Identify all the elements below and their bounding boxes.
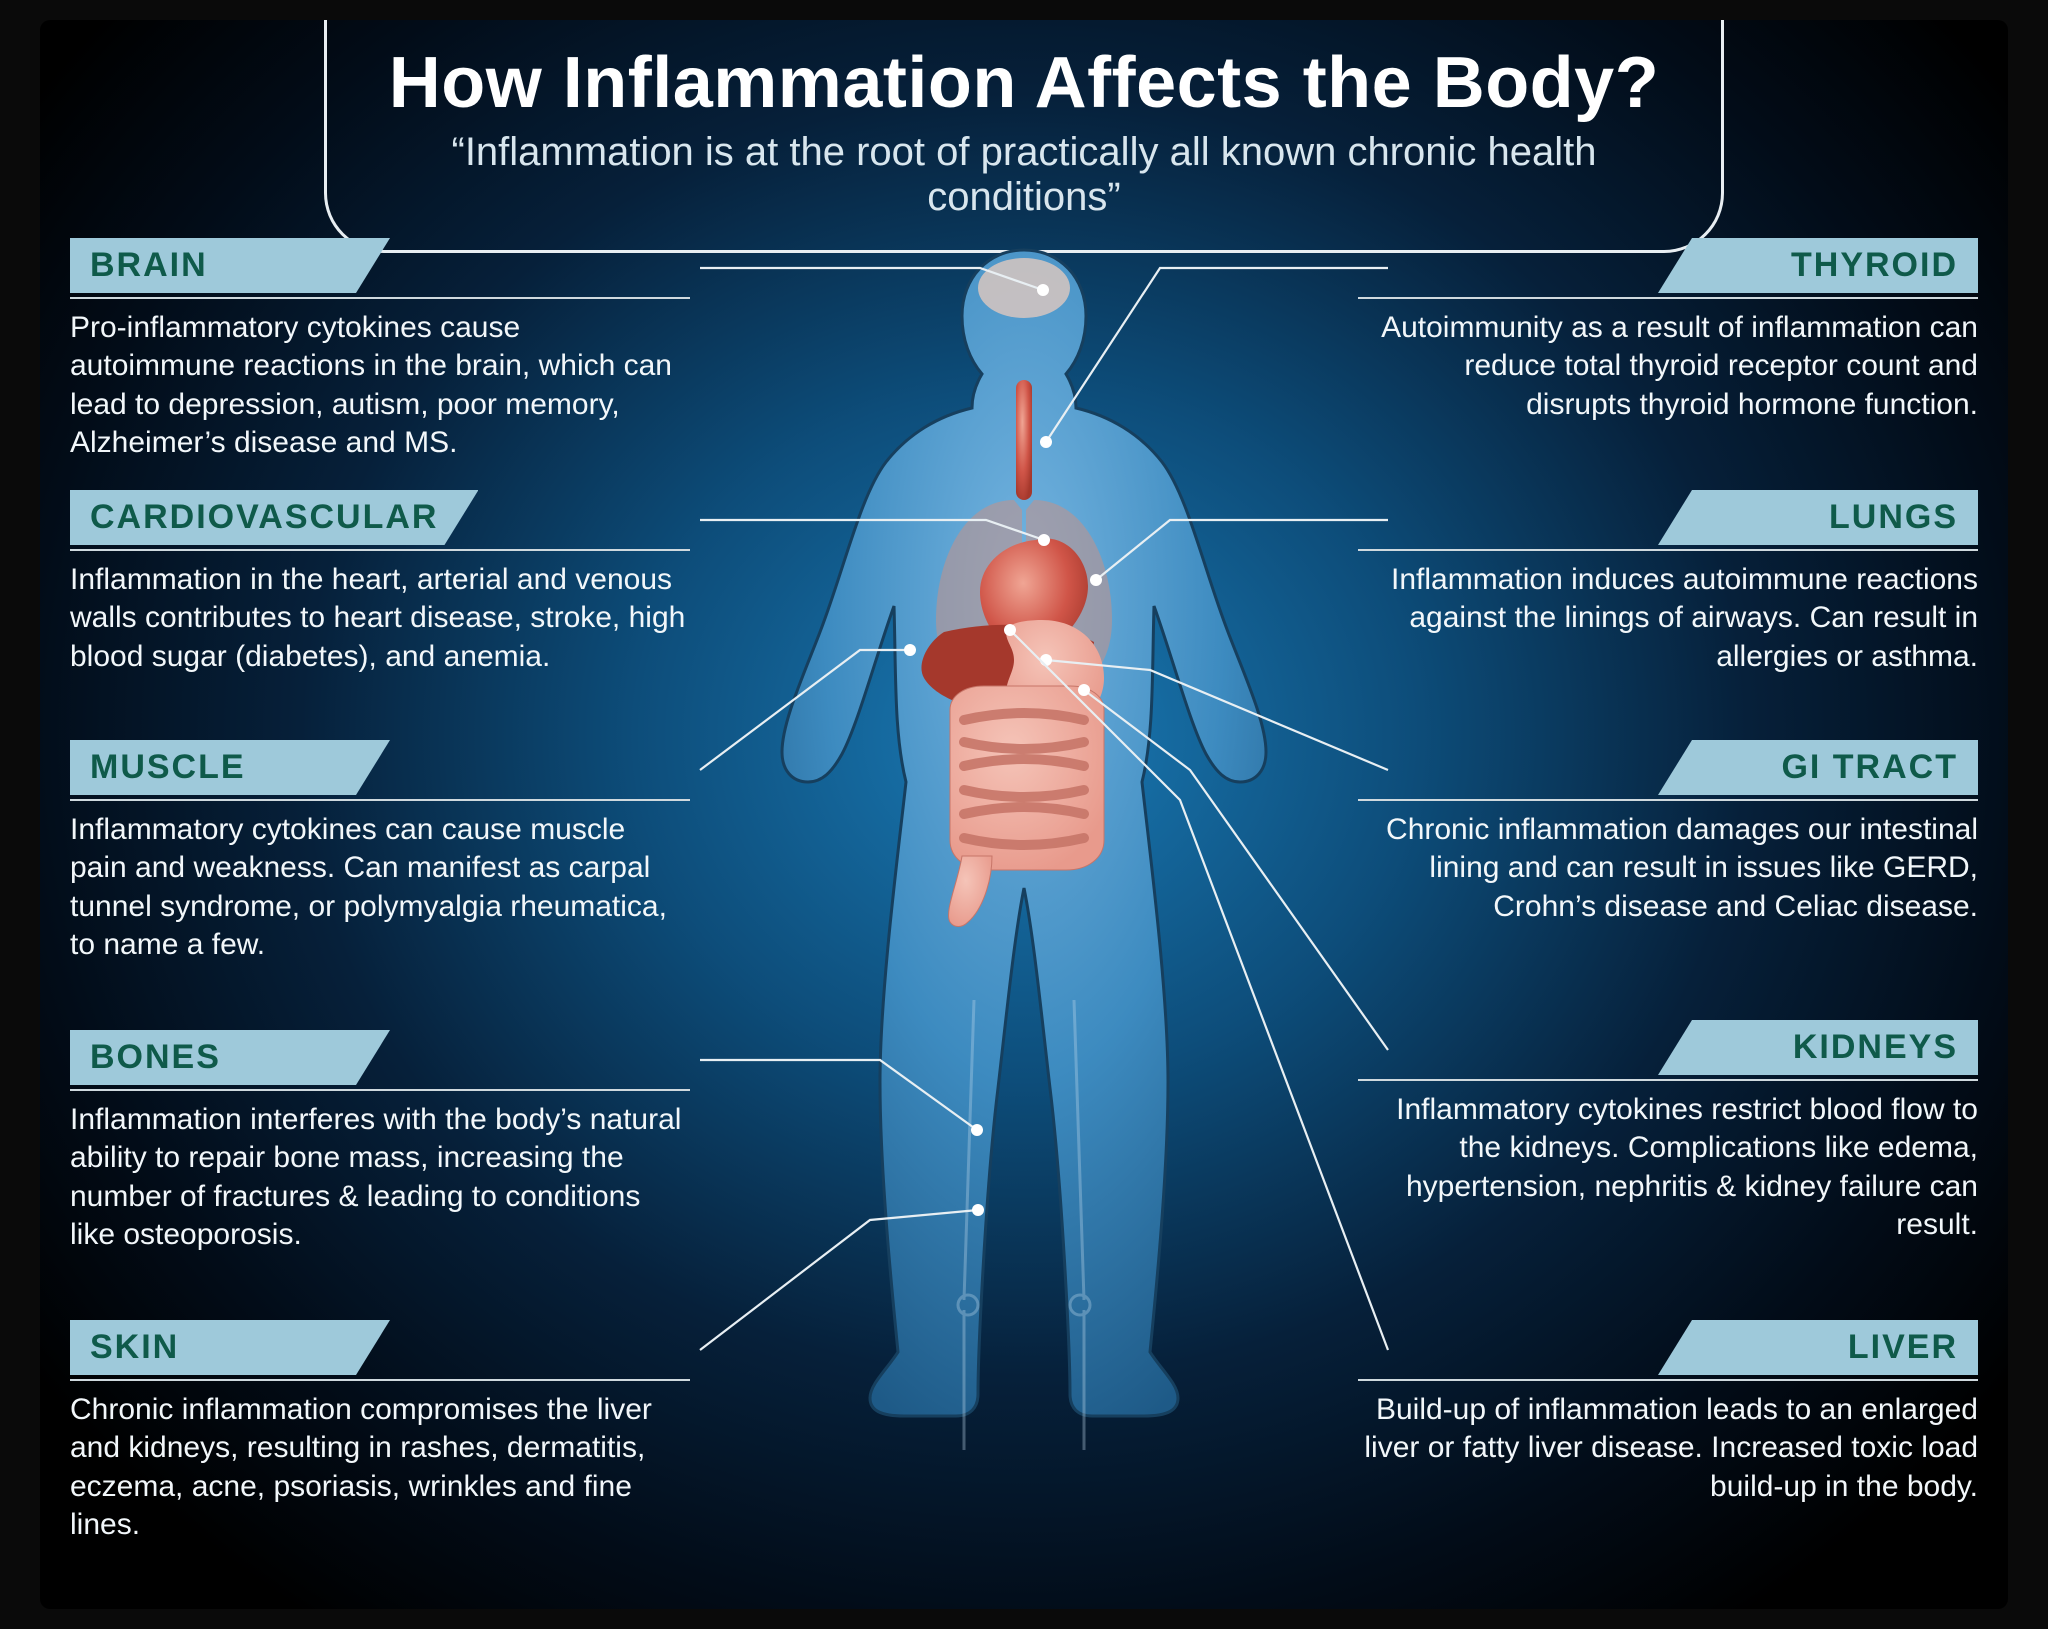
section-cardiovascular: CARDIOVASCULAR Inflammation in the heart… — [70, 490, 690, 676]
underline — [1358, 1379, 1978, 1381]
section-thyroid: THYROID Autoimmunity as a result of infl… — [1358, 238, 1978, 424]
section-muscle: MUSCLE Inflammatory cytokines can cause … — [70, 740, 690, 965]
label-kidneys: KIDNEYS — [1658, 1020, 1978, 1075]
label-cardiovascular: CARDIOVASCULAR — [70, 490, 478, 545]
desc-brain: Pro-inflammatory cytokines cause autoimm… — [70, 309, 690, 463]
human-figure — [764, 240, 1284, 1500]
organ-trachea — [1016, 380, 1032, 500]
underline — [70, 1089, 690, 1091]
organ-brain — [978, 258, 1070, 318]
underline — [1358, 297, 1978, 299]
section-liver: LIVER Build-up of inflammation leads to … — [1358, 1320, 1978, 1506]
label-skin: SKIN — [70, 1320, 390, 1375]
desc-liver: Build-up of inflammation leads to an enl… — [1358, 1391, 1978, 1506]
section-gi-tract: GI TRACT Chronic inflammation damages ou… — [1358, 740, 1978, 926]
infographic-canvas: How Inflammation Affects the Body? “Infl… — [40, 20, 2008, 1609]
desc-thyroid: Autoimmunity as a result of inflammation… — [1358, 309, 1978, 424]
desc-kidneys: Inflammatory cytokines restrict blood fl… — [1358, 1091, 1978, 1245]
section-bones: BONES Inflammation interferes with the b… — [70, 1030, 690, 1255]
page-subtitle: “Inflammation is at the root of practica… — [387, 130, 1661, 220]
underline — [1358, 549, 1978, 551]
section-skin: SKIN Chronic inflammation compromises th… — [70, 1320, 690, 1545]
desc-bones: Inflammation interferes with the body’s … — [70, 1101, 690, 1255]
desc-cardiovascular: Inflammation in the heart, arterial and … — [70, 561, 690, 676]
label-brain: BRAIN — [70, 238, 390, 293]
label-muscle: MUSCLE — [70, 740, 390, 795]
section-brain: BRAIN Pro-inflammatory cytokines cause a… — [70, 238, 690, 463]
desc-muscle: Inflammatory cytokines can cause muscle … — [70, 811, 690, 965]
underline — [70, 799, 690, 801]
page-title: How Inflammation Affects the Body? — [387, 42, 1661, 124]
section-kidneys: KIDNEYS Inflammatory cytokines restrict … — [1358, 1020, 1978, 1245]
label-liver: LIVER — [1658, 1320, 1978, 1375]
underline — [70, 297, 690, 299]
underline — [70, 549, 690, 551]
desc-gi-tract: Chronic inflammation damages our intesti… — [1358, 811, 1978, 926]
underline — [1358, 799, 1978, 801]
underline — [70, 1379, 690, 1381]
desc-lungs: Inflammation induces autoimmune reaction… — [1358, 561, 1978, 676]
title-cartouche: How Inflammation Affects the Body? “Infl… — [324, 20, 1724, 253]
label-bones: BONES — [70, 1030, 390, 1085]
label-lungs: LUNGS — [1658, 490, 1978, 545]
label-thyroid: THYROID — [1658, 238, 1978, 293]
desc-skin: Chronic inflammation compromises the liv… — [70, 1391, 690, 1545]
underline — [1358, 1079, 1978, 1081]
section-lungs: LUNGS Inflammation induces autoimmune re… — [1358, 490, 1978, 676]
label-gi-tract: GI TRACT — [1658, 740, 1978, 795]
